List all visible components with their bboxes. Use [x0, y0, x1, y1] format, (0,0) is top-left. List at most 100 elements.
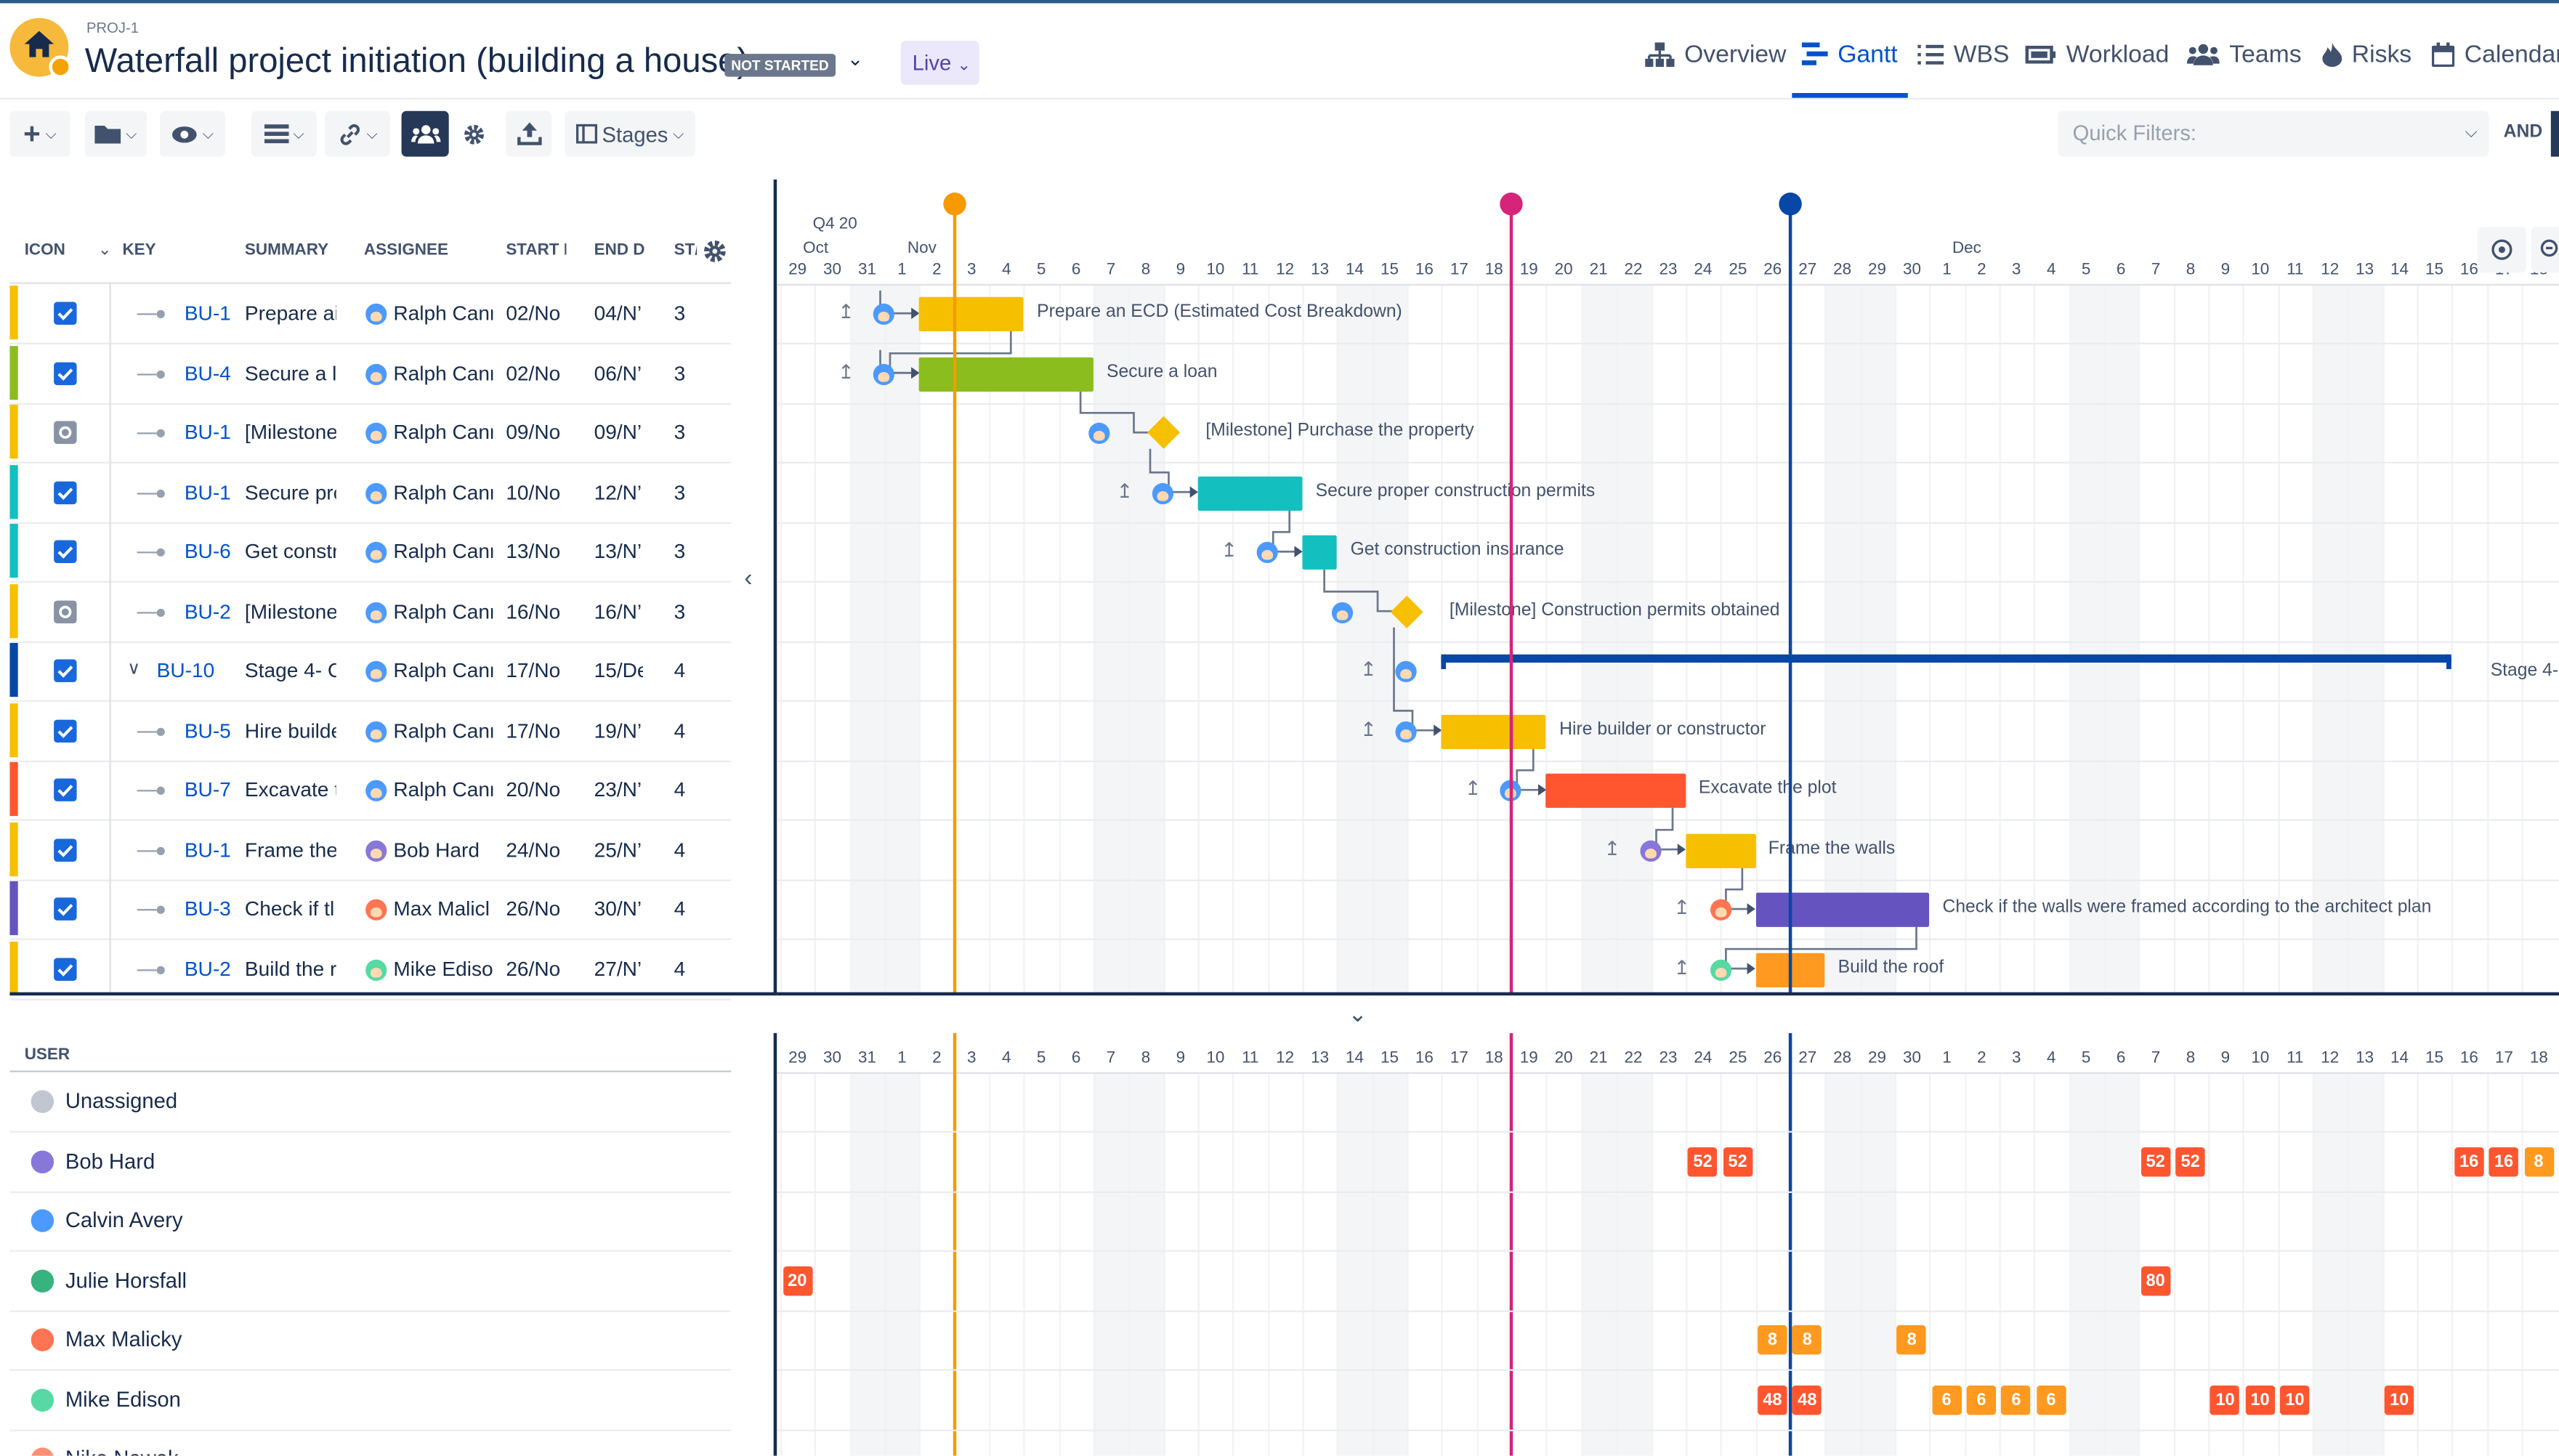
- end-date-cell[interactable]: 06/N’: [594, 361, 642, 384]
- story-points-cell[interactable]: 3: [674, 421, 686, 444]
- date-marker-line[interactable]: [953, 203, 958, 994]
- date-marker-line[interactable]: [1787, 203, 1792, 994]
- task-checkbox-icon[interactable]: [54, 302, 77, 325]
- story-points-cell[interactable]: 3: [674, 540, 686, 563]
- assignee-cell[interactable]: Bob Hard: [393, 838, 480, 861]
- start-date-cell[interactable]: 24/No: [506, 838, 561, 861]
- workload-cell[interactable]: 52: [1723, 1146, 1753, 1176]
- project-home-icon[interactable]: [9, 17, 72, 78]
- start-date-cell[interactable]: 10/No: [506, 480, 561, 503]
- assignee-cell[interactable]: Ralph Canr: [393, 719, 493, 742]
- assignee-cell[interactable]: Max Malicl: [393, 897, 490, 921]
- story-points-cell[interactable]: 3: [674, 480, 686, 503]
- scroll-to-today-button[interactable]: [2477, 227, 2527, 273]
- collapse-grid-chevron-icon[interactable]: ‹: [744, 565, 753, 593]
- tab-wbs[interactable]: WBS: [1917, 33, 2009, 75]
- workload-cell[interactable]: 48: [1758, 1384, 1787, 1415]
- issue-key-link[interactable]: BU-1: [184, 480, 231, 503]
- filter-toggle-handle[interactable]: [2550, 110, 2559, 157]
- start-date-cell[interactable]: 02/No: [506, 361, 561, 384]
- settings-button[interactable]: [456, 111, 491, 157]
- start-date-cell[interactable]: 26/No: [506, 957, 561, 980]
- milestone-diamond[interactable]: [1391, 594, 1423, 628]
- upload-arrow-icon[interactable]: ↥: [1221, 538, 1237, 562]
- assignee-cell[interactable]: Ralph Canr: [393, 361, 493, 384]
- issue-key-link[interactable]: BU-4: [184, 361, 231, 384]
- workload-cell[interactable]: 6: [1931, 1384, 1962, 1415]
- workload-cell[interactable]: 6: [1966, 1384, 1997, 1415]
- column-header-icon[interactable]: ICON: [24, 241, 65, 260]
- end-date-cell[interactable]: 04/N’: [594, 302, 642, 325]
- tab-overview[interactable]: Overview: [1645, 33, 1787, 75]
- upload-arrow-icon[interactable]: ↥: [838, 360, 854, 383]
- workload-cell[interactable]: 10: [2245, 1384, 2275, 1415]
- quick-filters-select[interactable]: Quick Filters: ⌵: [2058, 110, 2489, 157]
- upload-arrow-icon[interactable]: ↥: [1360, 658, 1377, 681]
- collapse-all-chevron-icon[interactable]: ⌄: [97, 241, 112, 260]
- summary-cell[interactable]: Stage 4- C: [244, 659, 336, 682]
- assignee-cell[interactable]: Mike Ediso: [393, 957, 493, 980]
- gantt-bar[interactable]: [919, 356, 1094, 391]
- task-checkbox-icon[interactable]: [54, 838, 77, 861]
- workload-cell[interactable]: 48: [1792, 1384, 1822, 1415]
- assignee-cell[interactable]: Ralph Canr: [393, 659, 493, 682]
- upload-arrow-icon[interactable]: ↥: [838, 300, 854, 323]
- layout-menu-button[interactable]: ⌵: [251, 110, 317, 157]
- workload-cell[interactable]: 16: [2454, 1146, 2484, 1176]
- issue-key-link[interactable]: BU-1: [184, 421, 231, 444]
- workload-splitter[interactable]: [773, 1032, 777, 1456]
- task-checkbox-icon[interactable]: [54, 361, 77, 384]
- milestone-diamond[interactable]: [1147, 416, 1180, 449]
- story-points-cell[interactable]: 4: [674, 897, 686, 921]
- summary-cell[interactable]: Frame the: [244, 838, 336, 861]
- tab-risks[interactable]: Risks: [2322, 33, 2412, 75]
- issue-key-link[interactable]: BU-3: [184, 897, 231, 921]
- milestone-type-icon[interactable]: [54, 599, 77, 623]
- story-points-cell[interactable]: 4: [674, 778, 686, 801]
- summary-cell[interactable]: Hire builde: [244, 719, 336, 742]
- pane-splitter[interactable]: [773, 179, 777, 994]
- status-badge[interactable]: NOT STARTED: [724, 54, 836, 77]
- workload-cell[interactable]: 8: [1758, 1324, 1787, 1355]
- assignee-cell[interactable]: Ralph Canr: [393, 540, 493, 563]
- gantt-bar[interactable]: [1442, 713, 1547, 748]
- tab-calendar[interactable]: Calendar: [2431, 33, 2559, 75]
- issue-key-link[interactable]: BU-1: [184, 838, 231, 861]
- end-date-cell[interactable]: 16/N’: [594, 599, 642, 623]
- date-marker-handle[interactable]: [1778, 193, 1801, 216]
- story-points-cell[interactable]: 4: [674, 957, 686, 980]
- column-header-key[interactable]: KEY: [122, 241, 156, 260]
- tab-gantt[interactable]: Gantt: [1801, 33, 1898, 75]
- assignee-cell[interactable]: Ralph Canr: [393, 599, 493, 623]
- summary-cell[interactable]: Secure pro: [244, 480, 336, 503]
- workload-cell[interactable]: 8: [1792, 1324, 1822, 1355]
- upload-arrow-icon[interactable]: ↥: [1673, 896, 1691, 919]
- workload-user-name[interactable]: Max Malicky: [65, 1327, 182, 1351]
- workload-user-name[interactable]: Bob Hard: [65, 1148, 155, 1173]
- start-date-cell[interactable]: 17/No: [506, 659, 561, 682]
- task-checkbox-icon[interactable]: [54, 480, 77, 503]
- task-checkbox-icon[interactable]: [54, 719, 77, 742]
- issue-key-link[interactable]: BU-1: [184, 302, 231, 325]
- gantt-bar[interactable]: [1755, 892, 1930, 927]
- story-points-cell[interactable]: 3: [674, 599, 686, 623]
- upload-arrow-icon[interactable]: ↥: [1360, 717, 1377, 740]
- story-points-cell[interactable]: 4: [674, 659, 686, 682]
- zoom-out-button[interactable]: [2531, 227, 2559, 273]
- start-date-cell[interactable]: 17/No: [506, 719, 561, 742]
- gantt-bar[interactable]: [1546, 773, 1686, 808]
- end-date-cell[interactable]: 19/N’: [594, 719, 642, 742]
- issue-key-link[interactable]: BU-5: [184, 719, 231, 742]
- start-date-cell[interactable]: 09/No: [506, 421, 561, 444]
- summary-cell[interactable]: Secure a l: [244, 361, 336, 384]
- task-checkbox-icon[interactable]: [54, 778, 77, 801]
- summary-cell[interactable]: Build the r: [244, 957, 336, 980]
- workload-cell[interactable]: 10: [2384, 1384, 2414, 1415]
- workload-cell[interactable]: 10: [2280, 1384, 2310, 1415]
- end-date-cell[interactable]: 30/N’: [594, 897, 642, 921]
- end-date-cell[interactable]: 12/N’: [594, 480, 642, 503]
- story-points-cell[interactable]: 3: [674, 302, 686, 325]
- workload-user-name[interactable]: Unassigned: [65, 1088, 178, 1113]
- issue-key-link[interactable]: BU-7: [184, 778, 231, 801]
- workload-cell[interactable]: 6: [2001, 1384, 2032, 1415]
